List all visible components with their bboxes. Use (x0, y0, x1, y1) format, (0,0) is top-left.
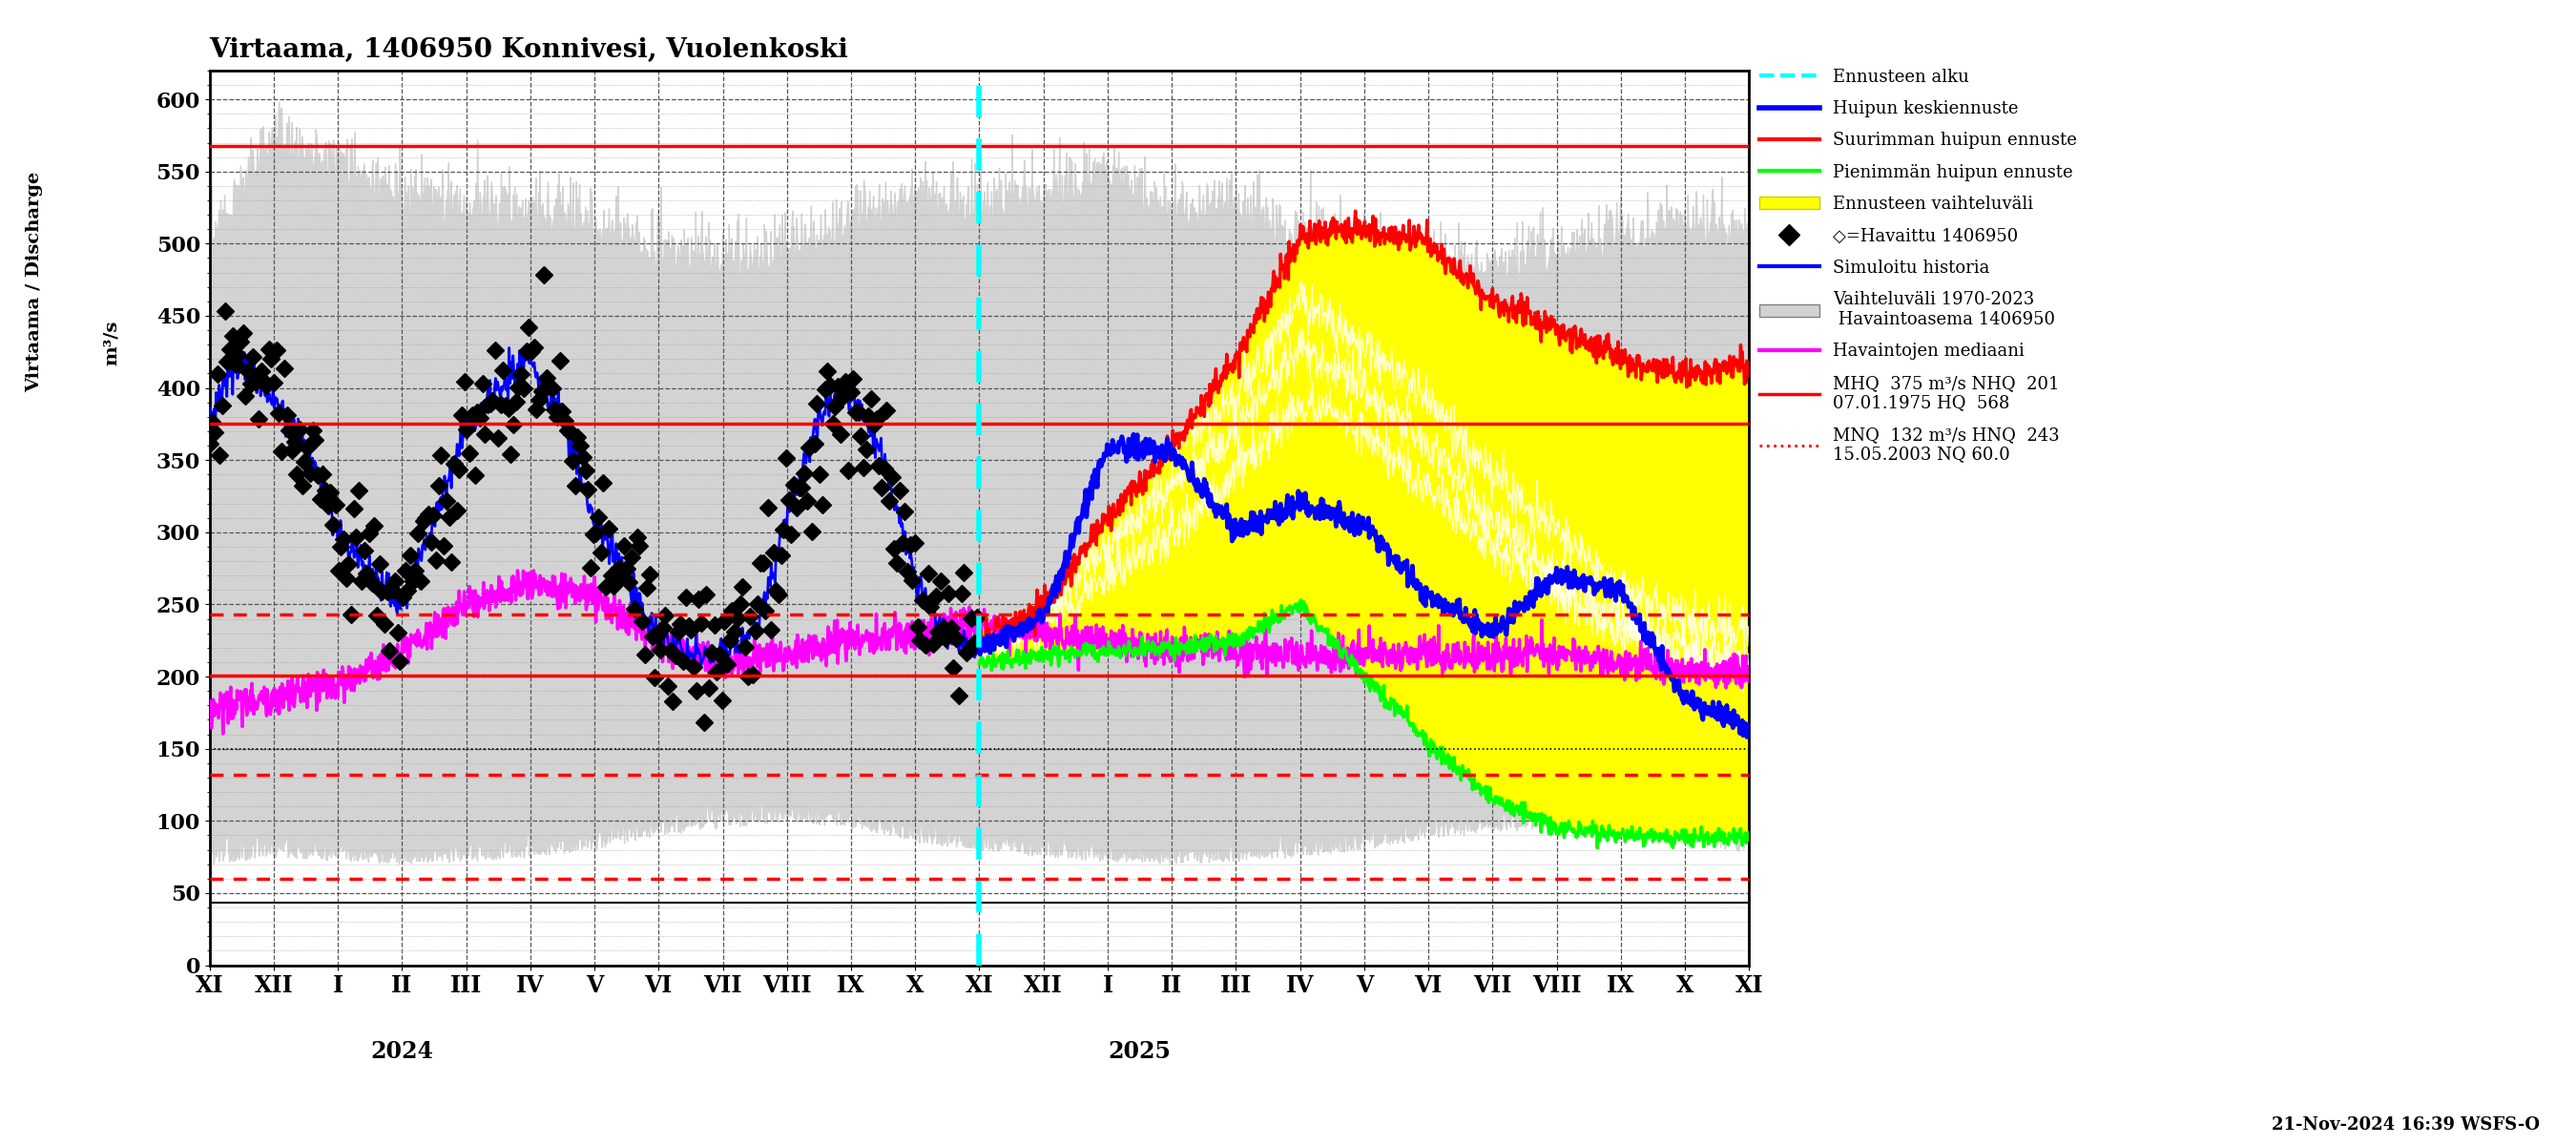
Text: m³/s: m³/s (103, 321, 121, 365)
Text: 21-Nov-2024 16:39 WSFS-O: 21-Nov-2024 16:39 WSFS-O (2272, 1116, 2540, 1134)
Text: Virtaama, 1406950 Konnivesi, Vuolenkoski: Virtaama, 1406950 Konnivesi, Vuolenkoski (209, 37, 848, 63)
Legend: Ennusteen alku, Huipun keskiennuste, Suurimman huipun ennuste, Pienimmän huipun : Ennusteen alku, Huipun keskiennuste, Suu… (1752, 62, 2084, 471)
Text: 2025: 2025 (1108, 1040, 1172, 1063)
Text: Virtaama / Discharge: Virtaama / Discharge (26, 172, 44, 393)
Text: 2024: 2024 (371, 1040, 433, 1063)
